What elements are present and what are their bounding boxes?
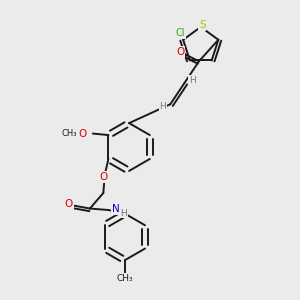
Text: N: N [112,204,120,214]
Text: CH₃: CH₃ [62,129,77,138]
Text: O: O [65,199,73,209]
Text: S: S [199,20,206,31]
Text: CH₃: CH₃ [116,274,133,283]
Text: H: H [160,102,166,111]
Text: O: O [78,129,86,139]
Text: O: O [176,47,184,57]
Text: O: O [99,172,107,182]
Text: H: H [121,208,127,217]
Text: H: H [189,76,196,85]
Text: Cl: Cl [176,28,185,38]
